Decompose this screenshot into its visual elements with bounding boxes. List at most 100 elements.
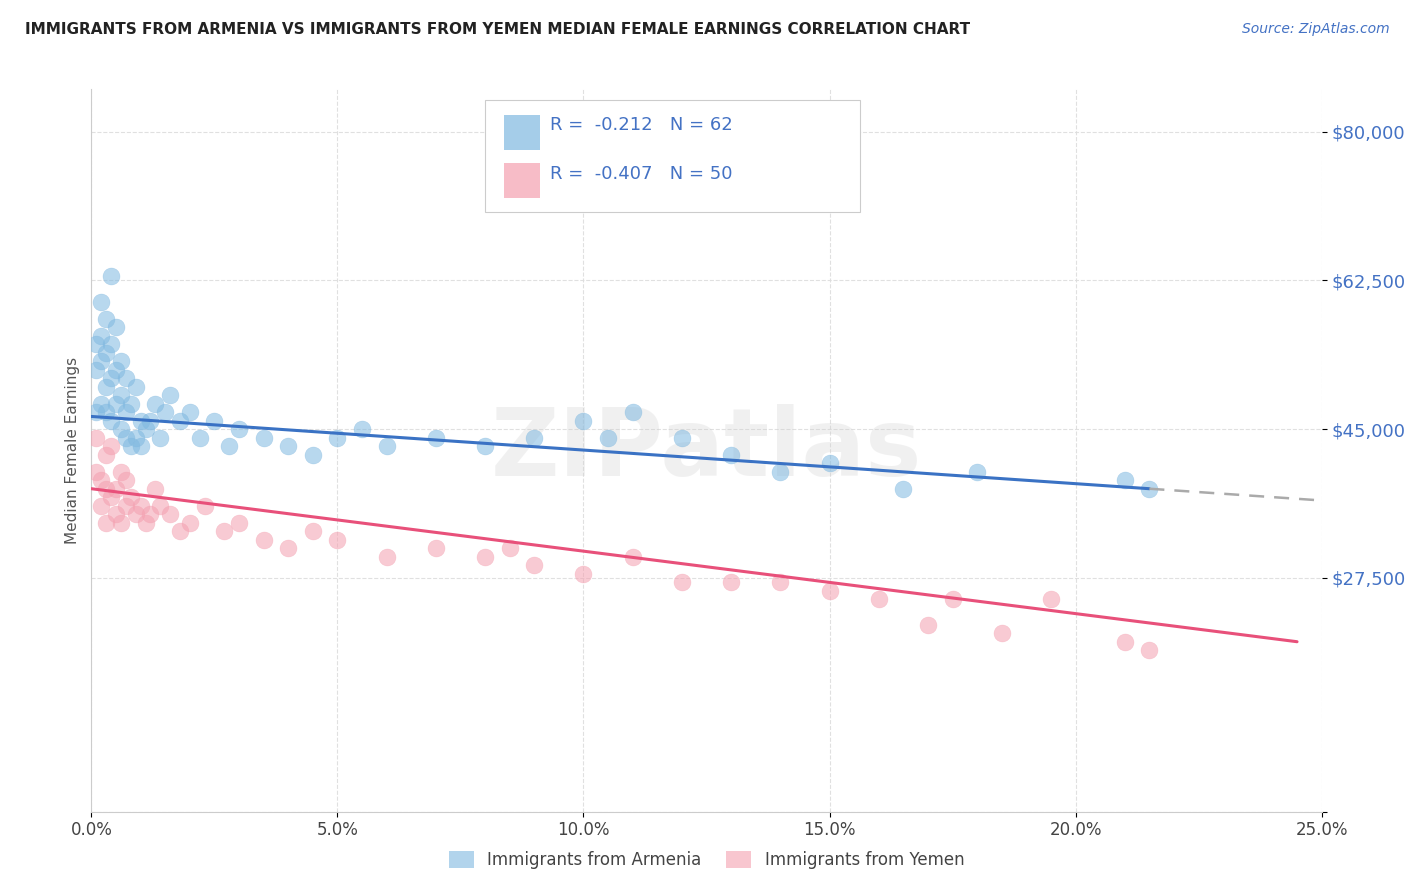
Point — [891, 482, 914, 496]
Point — [129, 499, 152, 513]
Point — [96, 516, 117, 530]
Point — [193, 499, 217, 513]
Point — [375, 439, 398, 453]
Point — [228, 516, 250, 530]
Point — [212, 524, 235, 539]
Point — [169, 524, 191, 539]
Point — [110, 465, 132, 479]
Point — [105, 482, 127, 496]
Point — [326, 431, 349, 445]
Point — [228, 422, 250, 436]
Point — [277, 541, 299, 556]
Point — [671, 575, 693, 590]
Point — [1039, 592, 1063, 607]
Point — [105, 507, 127, 521]
Point — [86, 465, 108, 479]
Point — [169, 414, 191, 428]
Point — [301, 524, 323, 539]
Point — [124, 380, 146, 394]
Point — [425, 541, 447, 556]
Point — [105, 362, 127, 376]
Point — [990, 626, 1012, 640]
Point — [720, 448, 742, 462]
Point — [159, 388, 181, 402]
Point — [110, 422, 132, 436]
Point — [124, 431, 146, 445]
Point — [301, 448, 323, 462]
Point — [769, 465, 792, 479]
Point — [188, 431, 211, 445]
Point — [326, 533, 349, 547]
Point — [86, 405, 108, 419]
Point — [596, 431, 619, 445]
Point — [139, 507, 162, 521]
Point — [1114, 634, 1136, 648]
Point — [114, 473, 138, 487]
Point — [129, 439, 152, 453]
Point — [100, 371, 122, 385]
Point — [90, 499, 112, 513]
Point — [1139, 643, 1161, 657]
Point — [1114, 473, 1136, 487]
Point — [218, 439, 240, 453]
Point — [523, 558, 546, 573]
Point — [621, 405, 644, 419]
Point — [498, 541, 520, 556]
Point — [110, 354, 132, 368]
Point — [145, 397, 166, 411]
Point — [966, 465, 988, 479]
Point — [120, 439, 142, 453]
Point — [769, 575, 792, 590]
Point — [277, 439, 299, 453]
Point — [1139, 482, 1161, 496]
Point — [129, 414, 152, 428]
Point — [114, 431, 138, 445]
Point — [139, 414, 162, 428]
Point — [90, 294, 112, 309]
Point — [100, 439, 122, 453]
Point — [100, 490, 122, 504]
Point — [474, 439, 496, 453]
Point — [90, 354, 112, 368]
Point — [572, 414, 595, 428]
Y-axis label: Median Female Earnings: Median Female Earnings — [65, 357, 80, 544]
Point — [114, 499, 138, 513]
Point — [114, 405, 138, 419]
Point — [86, 337, 108, 351]
Point — [96, 482, 117, 496]
Point — [425, 431, 447, 445]
Point — [114, 371, 138, 385]
Point — [86, 431, 108, 445]
Point — [120, 490, 142, 504]
Text: IMMIGRANTS FROM ARMENIA VS IMMIGRANTS FROM YEMEN MEDIAN FEMALE EARNINGS CORRELAT: IMMIGRANTS FROM ARMENIA VS IMMIGRANTS FR… — [25, 22, 970, 37]
Text: ZIPatlas: ZIPatlas — [491, 404, 922, 497]
Point — [253, 431, 276, 445]
Point — [86, 362, 108, 376]
Point — [96, 448, 117, 462]
Point — [135, 422, 156, 436]
Point — [96, 405, 117, 419]
Point — [96, 311, 117, 326]
Point — [90, 473, 112, 487]
Legend: Immigrants from Armenia, Immigrants from Yemen: Immigrants from Armenia, Immigrants from… — [441, 844, 972, 876]
Point — [941, 592, 963, 607]
Point — [253, 533, 276, 547]
Point — [105, 320, 127, 334]
Text: R =  -0.212   N = 62: R = -0.212 N = 62 — [550, 116, 733, 134]
Point — [917, 617, 939, 632]
Point — [90, 328, 112, 343]
Point — [474, 549, 496, 564]
Point — [100, 269, 122, 284]
Point — [110, 516, 132, 530]
Point — [523, 431, 546, 445]
Point — [818, 583, 841, 598]
Point — [145, 482, 166, 496]
Point — [159, 507, 181, 521]
Point — [671, 431, 693, 445]
Point — [572, 566, 595, 581]
Point — [153, 405, 177, 419]
Point — [149, 431, 172, 445]
Text: Source: ZipAtlas.com: Source: ZipAtlas.com — [1241, 22, 1389, 37]
Point — [120, 397, 142, 411]
Point — [105, 397, 127, 411]
